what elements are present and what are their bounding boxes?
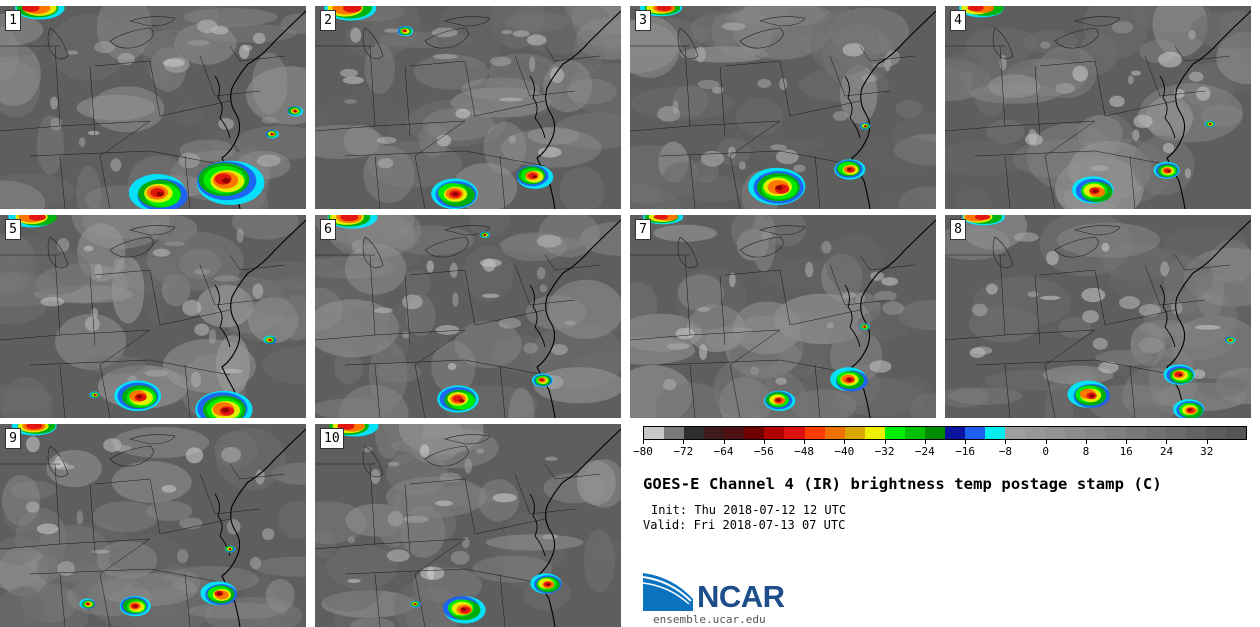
- colorbar-swatch: [784, 427, 805, 439]
- colorbar-tick-label: 32: [1200, 445, 1214, 458]
- panel-number-label: 3: [635, 10, 651, 31]
- map-panel-10: 10: [315, 424, 621, 627]
- colorbar-swatches: [643, 426, 1247, 440]
- colorbar-tick: [1206, 440, 1208, 444]
- colorbar-tick: [884, 440, 886, 444]
- ensemble-url: ensemble.ucar.edu: [653, 613, 766, 626]
- colorbar-tick-label: −56: [753, 445, 774, 458]
- colorbar-tick-label: −72: [673, 445, 694, 458]
- panel-number-label: 8: [950, 219, 966, 240]
- panel-number-label: 4: [950, 10, 966, 31]
- colorbar-tick-label: −80: [633, 445, 653, 458]
- product-title: GOES-E Channel 4 (IR) brightness temp po…: [643, 475, 1162, 493]
- colorbar-tick: [763, 440, 765, 444]
- colorbar-tick-label: −24: [914, 445, 935, 458]
- colorbar-swatch: [944, 427, 965, 439]
- colorbar-tick: [844, 440, 846, 444]
- colorbar-tick-label: −16: [955, 445, 976, 458]
- colorbar-tick-label: 24: [1159, 445, 1174, 458]
- map-panel-9: 9: [0, 424, 306, 627]
- colorbar-swatch: [1065, 427, 1086, 439]
- colorbar-swatch: [1205, 427, 1226, 439]
- map-image: [0, 6, 306, 209]
- panel-number-label: 1: [5, 10, 21, 31]
- map-image: [315, 215, 621, 418]
- colorbar-tick: [1045, 440, 1047, 444]
- ncar-logo-text: NCAR: [697, 579, 785, 614]
- colorbar-swatch: [844, 427, 865, 439]
- colorbar-swatch: [1045, 427, 1066, 439]
- colorbar-swatch: [1185, 427, 1206, 439]
- colorbar-swatch: [1105, 427, 1126, 439]
- colorbar-swatch: [884, 427, 905, 439]
- map-image: [945, 6, 1251, 209]
- colorbar-tick-label: −64: [713, 445, 734, 458]
- panel-number-label: 9: [5, 428, 21, 449]
- colorbar-tick-label: 8: [1082, 445, 1090, 458]
- colorbar-swatch: [1225, 427, 1246, 439]
- panel-number-label: 5: [5, 219, 21, 240]
- colorbar-swatch: [924, 427, 945, 439]
- colorbar-tick-label: −8: [998, 445, 1013, 458]
- colorbar-tick-label: 0: [1042, 445, 1049, 458]
- colorbar-tick: [1085, 440, 1087, 444]
- map-panel-6: 6: [315, 215, 621, 418]
- map-panel-1: 1: [0, 6, 306, 209]
- map-image: [0, 424, 306, 627]
- colorbar-swatch: [1005, 427, 1026, 439]
- map-image: [315, 424, 621, 627]
- map-image: [630, 215, 936, 418]
- colorbar-swatch: [985, 427, 1006, 439]
- colorbar-swatch: [704, 427, 725, 439]
- colorbar-tick-label: −48: [794, 445, 814, 458]
- colorbar-tick-label: 16: [1119, 445, 1133, 458]
- colorbar-swatch: [904, 427, 925, 439]
- colorbar-swatch: [824, 427, 845, 439]
- temperature-colorbar: −80 −72 −64 −56 −48 −40 −32 −24 −16 −8 0 8 16 24 32: [633, 426, 1249, 458]
- panel-number-label: 7: [635, 219, 651, 240]
- colorbar-swatch: [1145, 427, 1166, 439]
- map-panel-3: 3: [630, 6, 936, 209]
- panel-number-label: 6: [320, 219, 336, 240]
- colorbar-tick: [924, 440, 926, 444]
- colorbar-tick: [1005, 440, 1007, 444]
- colorbar-swatch: [1165, 427, 1186, 439]
- map-image: [0, 215, 306, 418]
- colorbar-swatch: [644, 427, 665, 439]
- colorbar-tick: [804, 440, 806, 444]
- panel-number-label: 10: [320, 428, 344, 449]
- colorbar-swatch: [764, 427, 785, 439]
- map-panel-7: 7: [630, 215, 936, 418]
- colorbar-tick: [1126, 440, 1128, 444]
- colorbar-tick: [1166, 440, 1168, 444]
- init-time: Init: Thu 2018-07-12 12 UTC: [651, 503, 847, 517]
- colorbar-tick: [683, 440, 685, 444]
- colorbar-tick-label: −40: [834, 445, 855, 458]
- map-image: [945, 215, 1251, 418]
- map-panel-5: 5: [0, 215, 306, 418]
- colorbar-swatch: [804, 427, 825, 439]
- colorbar-swatch: [684, 427, 705, 439]
- ncar-logo: NCAR ensemble.ucar.edu: [643, 571, 803, 627]
- colorbar-swatch: [724, 427, 745, 439]
- map-panel-2: 2: [315, 6, 621, 209]
- colorbar-swatch: [1125, 427, 1146, 439]
- map-image: [315, 6, 621, 209]
- colorbar-tick: [965, 440, 967, 444]
- colorbar-swatch: [864, 427, 885, 439]
- colorbar-swatch: [1025, 427, 1046, 439]
- map-panel-4: 4: [945, 6, 1251, 209]
- valid-time: Valid: Fri 2018-07-13 07 UTC: [643, 518, 846, 532]
- colorbar-swatch: [1085, 427, 1106, 439]
- map-panel-8: 8: [945, 215, 1251, 418]
- colorbar-tick: [643, 440, 644, 444]
- colorbar-swatch: [744, 427, 765, 439]
- colorbar-swatch: [965, 427, 986, 439]
- colorbar-tick-label: −32: [874, 445, 895, 458]
- colorbar-swatch: [664, 427, 685, 439]
- map-image: [630, 6, 936, 209]
- panel-number-label: 2: [320, 10, 336, 31]
- colorbar-tick: [723, 440, 725, 444]
- ncar-logo-icon: [643, 573, 693, 611]
